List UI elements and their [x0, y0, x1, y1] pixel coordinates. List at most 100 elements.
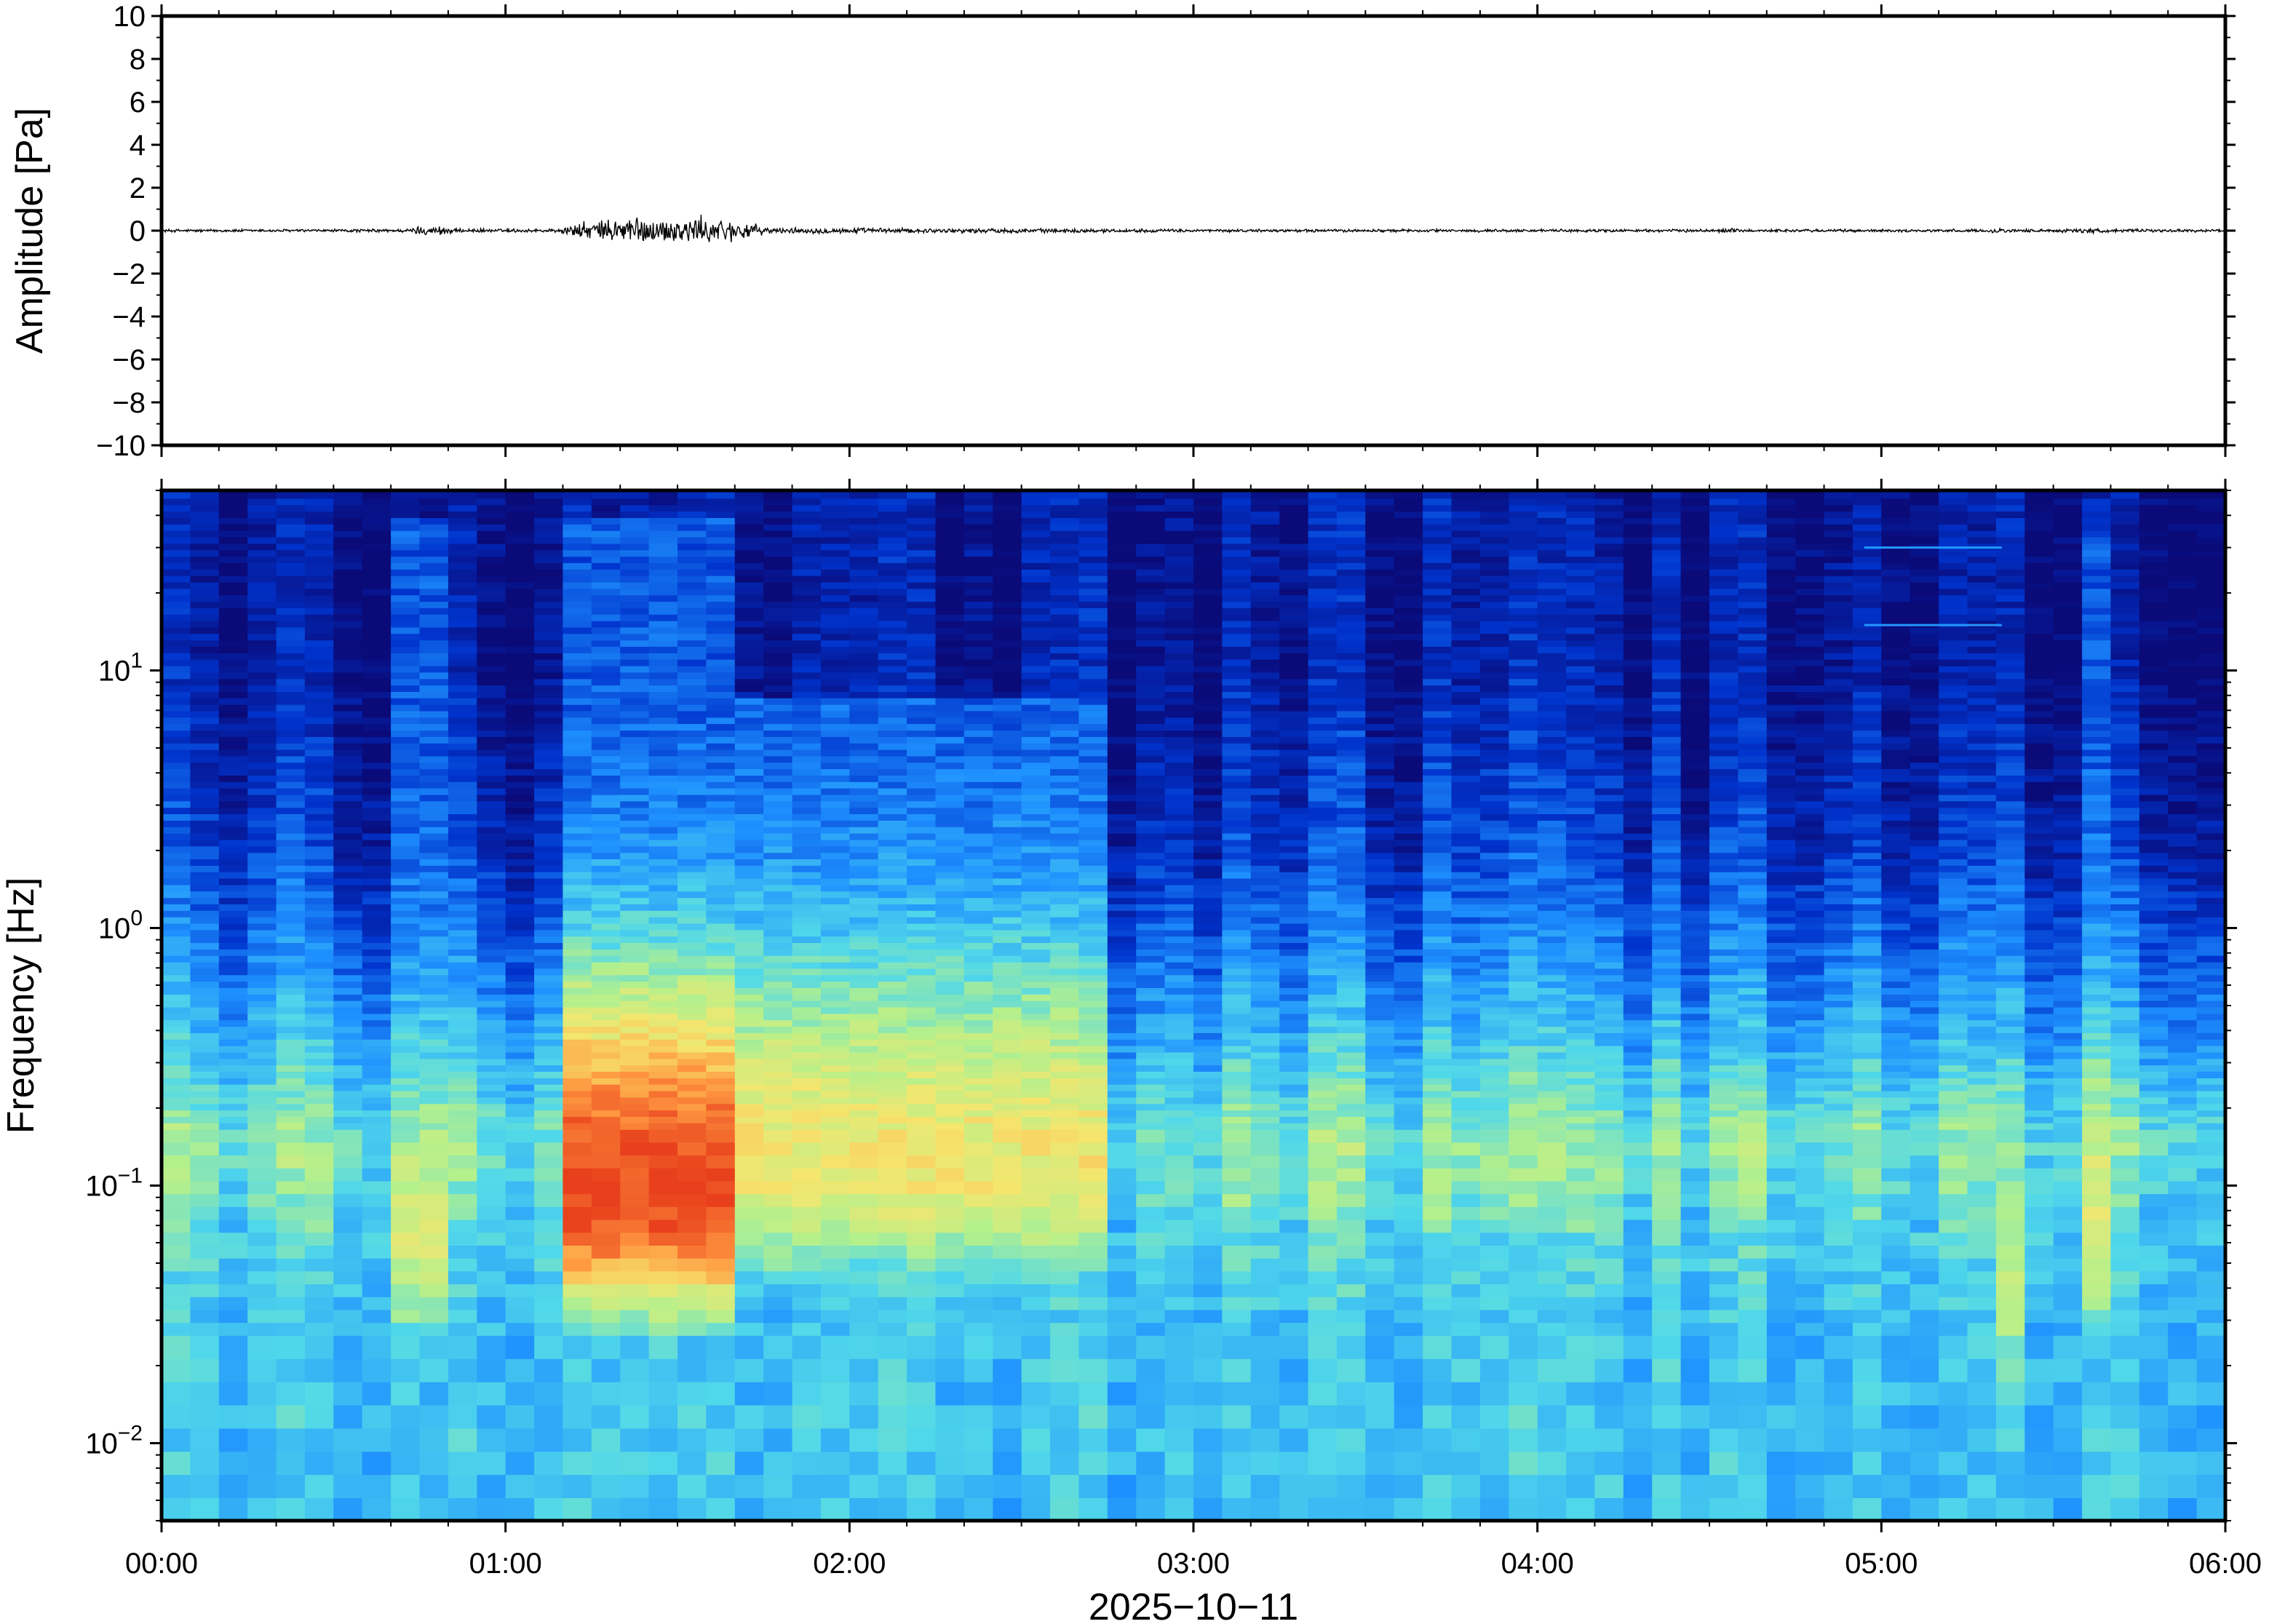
- spectrogram-cell: [477, 1039, 506, 1046]
- spectrogram-cell: [304, 807, 335, 814]
- spectrogram-cell: [218, 569, 248, 576]
- spectrogram-cell: [1021, 562, 1051, 570]
- spectrogram-cell: [391, 556, 421, 563]
- spectrogram-cell: [1136, 640, 1166, 647]
- spectrogram-cell: [763, 498, 793, 506]
- spectrogram-cell: [734, 807, 764, 814]
- spectrogram-cell: [734, 904, 764, 911]
- spectrogram-cell: [1107, 1335, 1137, 1359]
- spectrogram-cell: [1250, 581, 1280, 589]
- spectrogram-cell: [734, 588, 764, 596]
- spectrogram-cell: [993, 1129, 1022, 1143]
- spectrogram-cell: [935, 768, 965, 776]
- spectrogram-cell: [190, 1497, 220, 1521]
- spectrogram-cell: [419, 1026, 449, 1033]
- spectrogram-cell: [620, 543, 650, 551]
- spectrogram-cell: [304, 1096, 335, 1104]
- spectrogram-cell: [304, 601, 335, 608]
- spectrogram-cell: [792, 549, 822, 557]
- spectrogram-cell: [907, 665, 937, 673]
- spectrogram-cell: [792, 1071, 822, 1078]
- spectrogram-cell: [505, 762, 535, 770]
- spectrogram-cell: [1164, 981, 1194, 988]
- spectrogram-cell: [1250, 730, 1280, 737]
- spectrogram-cell: [1021, 1297, 1051, 1310]
- spectrogram-cell: [304, 1428, 335, 1452]
- spectrogram-cell: [993, 781, 1022, 789]
- spectrogram-cell: [993, 613, 1022, 621]
- spectrogram-cell: [1250, 1297, 1280, 1310]
- spectrogram-cell: [1136, 665, 1166, 673]
- spectrogram-cell: [534, 1497, 564, 1521]
- spectrogram-cell: [1021, 1110, 1051, 1117]
- spectrogram-cell: [677, 613, 707, 621]
- spectrogram-cell: [820, 1497, 851, 1521]
- spectrogram-cell: [648, 1474, 678, 1498]
- spectrogram-cell: [878, 613, 907, 621]
- spectrogram-cell: [162, 1245, 191, 1259]
- spectrogram-cell: [935, 665, 965, 673]
- spectrogram-cell: [505, 601, 535, 608]
- spectrogram-cell: [763, 1232, 793, 1246]
- spectrogram-cell: [247, 749, 277, 757]
- spectrogram-cell: [563, 1116, 592, 1123]
- spectrogram-cell: [1107, 1474, 1137, 1498]
- spectrogram-cell: [993, 633, 1022, 641]
- spectrogram-cell: [190, 1245, 220, 1259]
- spectrogram-cell: [1164, 1180, 1194, 1195]
- spectrogram-cell: [706, 1006, 736, 1014]
- spectrogram-cell: [820, 1142, 851, 1156]
- spectrogram-cell: [563, 923, 592, 931]
- spectrogram-cell: [1136, 723, 1166, 731]
- spectrogram-cell: [878, 704, 907, 712]
- spectrogram-cell: [218, 1051, 248, 1059]
- spectrogram-cell: [304, 929, 335, 937]
- spectrogram-cell: [276, 961, 306, 969]
- spectrogram-cell: [391, 530, 421, 538]
- spectrogram-cell: [677, 1006, 707, 1014]
- spectrogram-cell: [1136, 942, 1166, 950]
- spectrogram-cell: [247, 800, 277, 808]
- spectrogram-cell: [1021, 665, 1051, 673]
- spectrogram-cell: [1193, 1103, 1223, 1111]
- spectrogram-cell: [1050, 678, 1080, 686]
- spectrogram-cell: [448, 685, 478, 692]
- spectrogram-cell: [477, 994, 506, 1001]
- spectrogram-cell: [190, 594, 220, 602]
- spectrogram-cell: [419, 504, 449, 512]
- spectrogram-cell: [1222, 633, 1252, 641]
- spectrogram-cell: [648, 543, 678, 551]
- spectrogram-cell: [563, 511, 592, 518]
- spectrogram-cell: [391, 904, 421, 911]
- spectrogram-cell: [362, 626, 392, 634]
- spectrogram-cell: [620, 794, 650, 802]
- spectrogram-cell: [820, 1358, 851, 1382]
- spectrogram-cell: [591, 710, 621, 718]
- spectrogram-cell: [620, 1232, 650, 1246]
- spectrogram-cell: [1078, 845, 1108, 853]
- spectrogram-cell: [792, 1019, 822, 1027]
- spectrogram-cell: [1222, 491, 1252, 499]
- spectrogram-cell: [849, 891, 879, 899]
- spectrogram-cell: [792, 897, 822, 904]
- spectrogram-cell: [190, 1000, 220, 1008]
- spectrogram-cell: [218, 717, 248, 725]
- spectrogram-cell: [448, 1245, 478, 1259]
- spectrogram-cell: [1021, 1474, 1051, 1498]
- spectrogram-cell: [448, 1283, 478, 1297]
- spectrogram-cell: [218, 955, 248, 963]
- spectrogram-cell: [563, 672, 592, 680]
- spectrogram-cell: [1164, 923, 1194, 931]
- spectrogram-cell: [247, 827, 277, 834]
- spectrogram-cell: [218, 961, 248, 969]
- spectrogram-cell: [190, 800, 220, 808]
- spectrogram-cell: [1107, 1404, 1137, 1429]
- spectrogram-cell: [448, 845, 478, 853]
- spectrogram-cell: [734, 704, 764, 712]
- spectrogram-cell: [162, 762, 191, 770]
- spectrogram-cell: [677, 562, 707, 570]
- spectrogram-cell: [505, 904, 535, 911]
- spectrogram-cell: [734, 730, 764, 737]
- spectrogram-cell: [677, 543, 707, 551]
- spectrogram-cell: [362, 1039, 392, 1046]
